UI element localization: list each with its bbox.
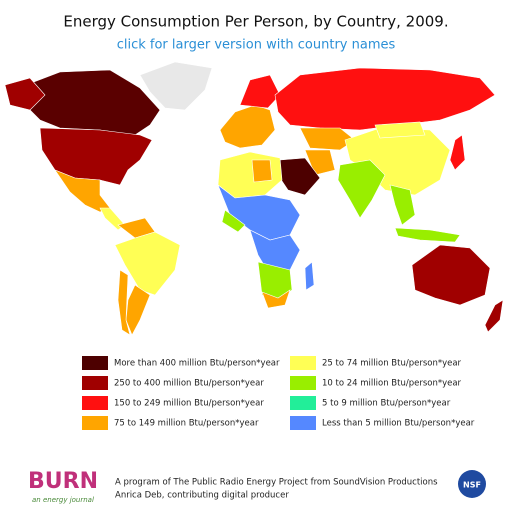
larger-version-link[interactable]: click for larger version with country na… (117, 38, 396, 53)
legend-label: 10 to 24 million Btu/person*year (322, 379, 462, 389)
legend-label: 5 to 9 million Btu/person*year (322, 399, 451, 409)
indonesia (394, 227, 461, 243)
north-africa (217, 151, 283, 199)
legend-label: Less than 5 million Btu/person*year (322, 419, 475, 429)
greenland (139, 61, 213, 111)
world-map (4, 61, 504, 336)
southeast-asia (389, 184, 416, 226)
legend-swatch (290, 376, 316, 390)
credit-line: A program of The Public Radio Energy Pro… (115, 478, 438, 488)
alaska (4, 77, 46, 111)
scandinavia (239, 74, 281, 109)
legend-swatch (82, 356, 108, 370)
india (337, 159, 386, 219)
chile (117, 269, 131, 336)
legend-label: 150 to 249 million Btu/person*year (114, 399, 264, 409)
australia (411, 244, 491, 306)
new-zealand (484, 299, 504, 333)
legend-swatch (290, 356, 316, 370)
burn-logo: BURN (28, 469, 98, 494)
libya (251, 159, 273, 183)
japan (449, 134, 466, 171)
legend-label: More than 400 million Btu/person*year (114, 359, 280, 369)
south-africa (261, 289, 291, 309)
canada (17, 69, 161, 136)
legend-label: 250 to 400 million Btu/person*year (114, 379, 264, 389)
nsf-badge (458, 470, 486, 498)
central-africa (249, 229, 301, 276)
usa (39, 127, 153, 186)
legend-swatch (82, 416, 108, 430)
legend-swatch (82, 396, 108, 410)
west-africa (221, 209, 246, 233)
western-europe (219, 104, 276, 149)
legend-label: 75 to 149 million Btu/person*year (114, 419, 259, 429)
legend-swatch (290, 416, 316, 430)
legend-label: 25 to 74 million Btu/person*year (322, 359, 462, 369)
legend-swatch (82, 376, 108, 390)
argentina (125, 284, 151, 336)
title: Energy Consumption Per Person, by Countr… (63, 13, 448, 31)
mongolia (374, 121, 426, 139)
russia (274, 67, 496, 131)
legend: More than 400 million Btu/person*year 250… (82, 356, 475, 430)
legend-swatch (290, 396, 316, 410)
burn-tagline: an energy journal (32, 496, 94, 504)
brazil (114, 231, 181, 296)
nsf-label: NSF (463, 481, 481, 490)
credit-line: Anrica Deb, contributing digital produce… (115, 491, 289, 501)
madagascar (304, 261, 315, 291)
